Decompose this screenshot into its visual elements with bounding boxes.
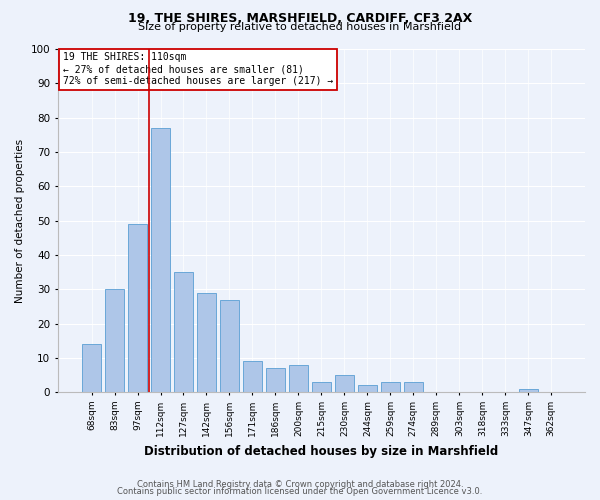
- Bar: [380, 382, 400, 392]
- Text: Contains HM Land Registry data © Crown copyright and database right 2024.: Contains HM Land Registry data © Crown c…: [137, 480, 463, 489]
- Text: 19, THE SHIRES, MARSHFIELD, CARDIFF, CF3 2AX: 19, THE SHIRES, MARSHFIELD, CARDIFF, CF3…: [128, 12, 472, 26]
- Bar: [128, 224, 147, 392]
- Bar: [174, 272, 193, 392]
- Bar: [358, 386, 377, 392]
- Bar: [220, 300, 239, 392]
- Bar: [266, 368, 285, 392]
- Bar: [311, 382, 331, 392]
- Bar: [242, 362, 262, 392]
- Bar: [197, 292, 216, 392]
- Bar: [289, 364, 308, 392]
- Y-axis label: Number of detached properties: Number of detached properties: [15, 138, 25, 302]
- Bar: [82, 344, 101, 392]
- Text: Size of property relative to detached houses in Marshfield: Size of property relative to detached ho…: [139, 22, 461, 32]
- Bar: [404, 382, 423, 392]
- Bar: [335, 375, 354, 392]
- Text: 19 THE SHIRES: 110sqm
← 27% of detached houses are smaller (81)
72% of semi-deta: 19 THE SHIRES: 110sqm ← 27% of detached …: [63, 52, 334, 86]
- Text: Contains public sector information licensed under the Open Government Licence v3: Contains public sector information licen…: [118, 487, 482, 496]
- Bar: [518, 388, 538, 392]
- Bar: [151, 128, 170, 392]
- X-axis label: Distribution of detached houses by size in Marshfield: Distribution of detached houses by size …: [144, 444, 499, 458]
- Bar: [105, 289, 124, 392]
